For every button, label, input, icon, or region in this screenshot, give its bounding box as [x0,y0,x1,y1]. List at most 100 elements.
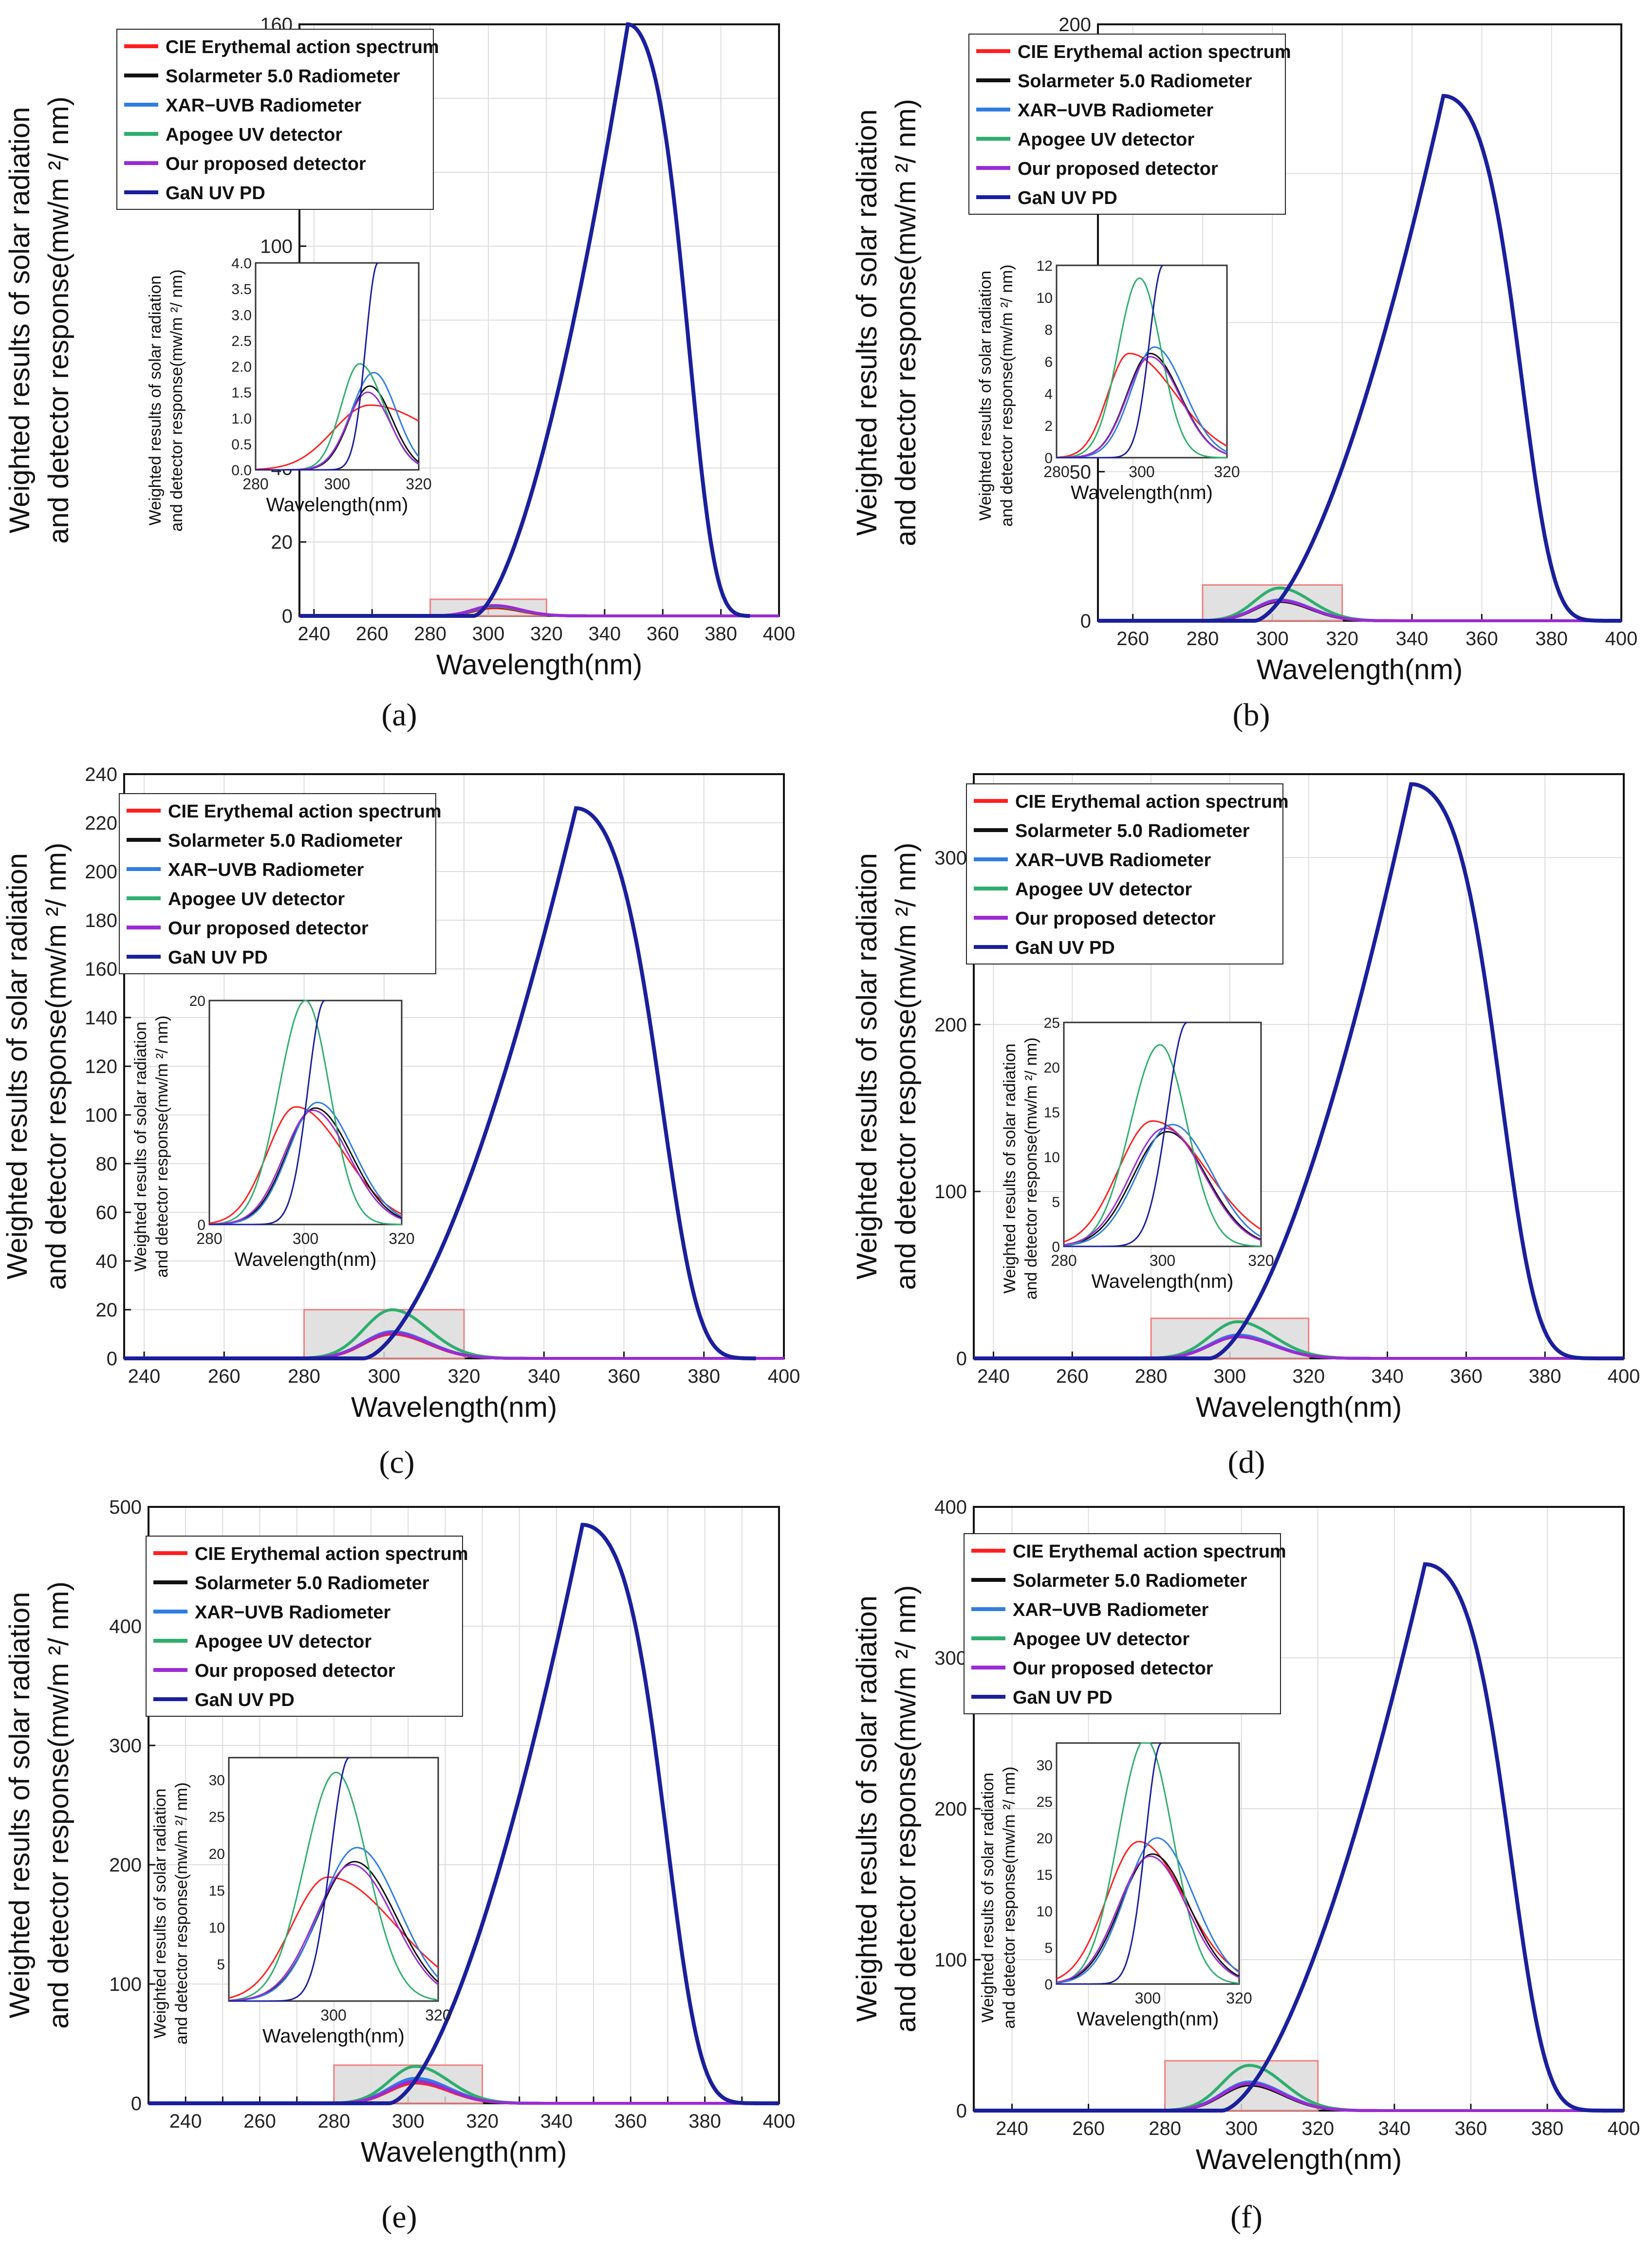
inset-x-axis-label: Wavelength(nm) [262,2025,405,2047]
x-tick-label: 300 [1225,2118,1258,2139]
legend: CIE Erythemal action spectrum Solarmeter … [966,783,1289,965]
inset-y-tick-label: 1.5 [231,385,252,401]
inset-x-axis-label: Wavelength(nm) [235,1249,377,1270]
inset-y-axis-label: Weighted results of solar radiation and d… [151,1782,191,2045]
panel-label: (a) [381,697,417,733]
inset-frame [255,262,420,471]
inset-y-tick-label: 3.0 [231,307,252,323]
inset-series-line-gan [1057,1742,1162,1985]
x-tick-label: 380 [688,2111,721,2132]
legend-label: Solarmeter 5.0 Radiometer [1018,71,1252,92]
x-tick-label: 280 [414,623,446,645]
inset-x-tick-label: 320 [406,475,431,493]
inset-y-tick-label: 10 [1037,1904,1053,1920]
inset-y-axis-label-line: and detector response(mw/m ²/ nm) [167,269,186,532]
inset-x-tick-label: 320 [1248,1252,1274,1269]
x-tick-label: 280 [288,1366,320,1387]
inset-y-tick-label: 4.0 [231,256,252,272]
x-axis-label: Wavelength(nm) [1257,654,1463,686]
y-axis-label: Weighted results of solar radiation and d… [4,1581,74,2029]
x-tick-label: 360 [1466,628,1498,649]
x-tick-label: 400 [763,2111,796,2132]
y-tick-label: 200 [109,1855,142,1876]
legend: CIE Erythemal action spectrum Solarmeter … [964,1533,1286,1714]
legend-label: Our proposed detector [195,1661,395,1681]
legend-label: CIE Erythemal action spectrum [1015,792,1289,812]
inset-series-line-gan [229,1757,350,2002]
x-tick-label: 360 [647,623,679,645]
legend-label: XAR−UVB Radiometer [166,95,361,116]
legend-label: CIE Erythemal action spectrum [168,801,442,822]
legend-label: Apogee UV detector [166,125,342,145]
inset-series-line-proposed [1057,356,1227,459]
inset-x-axis-label: Wavelength(nm) [1092,1271,1234,1292]
legend-label: Solarmeter 5.0 Radiometer [166,66,400,87]
inset-frame [1063,1021,1262,1247]
x-tick-label: 240 [297,623,330,645]
x-axis-label: Wavelength(nm) [361,2136,567,2168]
series-line-proposed [1098,599,1621,622]
x-tick-label: 360 [608,1366,640,1387]
x-tick-label: 380 [705,623,737,645]
y-tick-label: 0 [956,2100,967,2122]
x-tick-label: 260 [1072,2118,1105,2139]
y-tick-label: 200 [934,1799,967,1820]
x-axis-label: Wavelength(nm) [1196,2144,1402,2175]
legend-label: CIE Erythemal action spectrum [195,1544,468,1564]
legend-label: GaN UV PD [1018,188,1117,208]
x-tick-label: 380 [687,1366,720,1387]
x-tick-label: 260 [243,2111,276,2132]
x-tick-label: 280 [1187,628,1219,649]
inset-series-line-gan [1064,1021,1188,1247]
series-line-gan [148,1522,779,2105]
x-tick-label: 400 [1605,628,1638,649]
inset-y-tick-label: 10 [1044,1150,1060,1166]
inset-y-tick-label: 2 [1044,418,1053,434]
inset-y-axis-label: Weighted results of solar radiation and d… [976,264,1016,527]
x-tick-label: 260 [1056,1366,1089,1387]
x-tick-label: 260 [1116,628,1149,649]
y-axis-label-line: and detector response(mw/m ²/ nm) [890,1585,922,2033]
inset-y-tick-label: 4 [1044,386,1053,402]
panel-b: 260280300320340360380400050100150200Wave… [851,14,1637,733]
inset-y-tick-label: 10 [1037,290,1053,306]
inset-y-tick-label: 10 [209,1920,225,1936]
inset-y-tick-label: 30 [1037,1758,1053,1774]
x-tick-label: 340 [588,623,621,645]
inset-y-axis-label-line: Weighted results of solar radiation [976,271,995,520]
x-tick-label: 400 [1608,1366,1640,1387]
legend: CIE Erythemal action spectrum Solarmeter … [146,1536,468,1717]
y-tick-label: 500 [109,1497,142,1518]
x-tick-label: 400 [763,623,796,645]
x-tick-label: 340 [528,1366,560,1387]
x-tick-label: 320 [1326,628,1358,649]
inset-y-tick-label: 20 [1044,1060,1060,1076]
inset-y-tick-label: 20 [189,993,205,1009]
y-axis-label-line: and detector response(mw/m ²/ nm) [43,1581,74,2029]
inset-y-tick-label: 5 [217,1957,225,1973]
panel-label: (f) [1230,2199,1262,2235]
y-tick-label: 20 [96,1299,118,1321]
inset-y-axis-label-line: and detector response(mw/m ²/ nm) [153,1016,171,1278]
legend-label: CIE Erythemal action spectrum [1013,1541,1286,1562]
x-tick-label: 240 [169,2111,202,2132]
legend-box [966,783,1283,965]
legend-label: GaN UV PD [166,183,265,204]
inset-chart: 300 320 5 10 15 20 25 30 Wavelength(nm) Weighted … [151,1757,451,2047]
y-axis-label: Weighted results of solar radiation and d… [4,96,74,544]
inset-x-tick-label: 300 [320,2006,346,2024]
x-tick-label: 320 [466,2111,499,2132]
y-tick-label: 240 [85,764,117,785]
series-line-gan [124,806,756,1360]
legend-box [968,34,1286,215]
inset-y-tick-label: 15 [209,1883,225,1899]
inset-y-tick-label: 1.0 [231,411,252,427]
legend-label: Our proposed detector [1013,1658,1213,1679]
inset-y-axis-label-line: Weighted results of solar radiation [131,1021,150,1271]
series-line-cie [1098,600,1621,622]
inset-y-axis-label-line: and detector response(mw/m ²/ nm) [998,264,1016,527]
inset-series-line-proposed [1056,1855,1240,1983]
x-tick-label: 300 [392,2111,425,2132]
x-axis-label: Wavelength(nm) [351,1391,557,1423]
y-tick-label: 180 [85,910,117,931]
